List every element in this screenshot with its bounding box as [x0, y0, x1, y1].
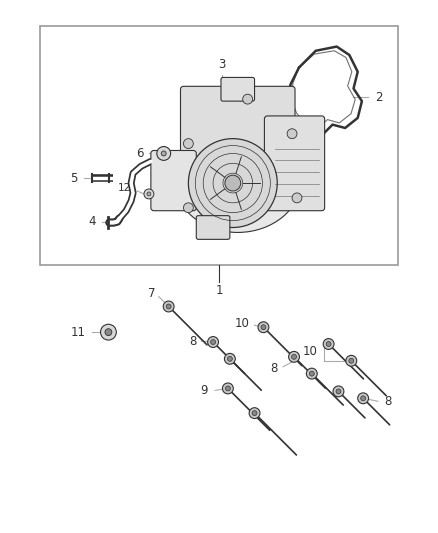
Text: 4: 4	[88, 215, 95, 228]
FancyBboxPatch shape	[265, 116, 325, 211]
Text: 8: 8	[189, 335, 196, 348]
Circle shape	[346, 356, 357, 366]
Circle shape	[333, 386, 344, 397]
Text: 3: 3	[218, 58, 226, 70]
FancyBboxPatch shape	[221, 77, 254, 101]
FancyBboxPatch shape	[180, 86, 295, 161]
Circle shape	[188, 139, 277, 228]
Bar	[40, 26, 398, 265]
Circle shape	[225, 175, 241, 191]
Circle shape	[252, 410, 257, 416]
Circle shape	[227, 357, 232, 361]
FancyBboxPatch shape	[151, 150, 196, 211]
Circle shape	[289, 351, 300, 362]
Circle shape	[258, 322, 269, 333]
Ellipse shape	[173, 124, 302, 232]
Circle shape	[163, 301, 174, 312]
Circle shape	[166, 304, 171, 309]
Text: 8: 8	[270, 362, 277, 375]
Circle shape	[243, 94, 253, 104]
Circle shape	[144, 189, 154, 199]
Circle shape	[292, 193, 302, 203]
Text: 12: 12	[118, 183, 131, 193]
Circle shape	[184, 139, 193, 149]
Text: 10: 10	[235, 317, 250, 330]
Circle shape	[249, 408, 260, 418]
Circle shape	[211, 340, 215, 344]
Text: 8: 8	[384, 395, 391, 408]
Circle shape	[306, 368, 317, 379]
Circle shape	[287, 129, 297, 139]
Circle shape	[336, 389, 341, 394]
Circle shape	[326, 342, 331, 346]
Circle shape	[208, 337, 219, 348]
Circle shape	[223, 383, 233, 394]
Text: 9: 9	[201, 384, 208, 397]
Circle shape	[292, 354, 297, 359]
Text: 1: 1	[215, 284, 223, 297]
Circle shape	[157, 147, 171, 160]
Circle shape	[161, 151, 166, 156]
Circle shape	[360, 396, 366, 401]
Text: 5: 5	[71, 172, 78, 184]
Circle shape	[105, 329, 112, 336]
Text: 11: 11	[71, 326, 86, 338]
Text: 10: 10	[303, 345, 318, 358]
Text: 2: 2	[375, 91, 382, 104]
Circle shape	[101, 324, 117, 340]
Circle shape	[358, 393, 369, 403]
Circle shape	[349, 358, 354, 364]
Circle shape	[261, 325, 266, 330]
Circle shape	[323, 338, 334, 350]
Circle shape	[224, 353, 235, 364]
Circle shape	[226, 386, 230, 391]
Text: 7: 7	[148, 287, 156, 300]
Text: 6: 6	[137, 147, 144, 160]
Circle shape	[309, 371, 314, 376]
Circle shape	[184, 203, 193, 213]
Circle shape	[147, 192, 151, 196]
FancyBboxPatch shape	[196, 216, 230, 239]
